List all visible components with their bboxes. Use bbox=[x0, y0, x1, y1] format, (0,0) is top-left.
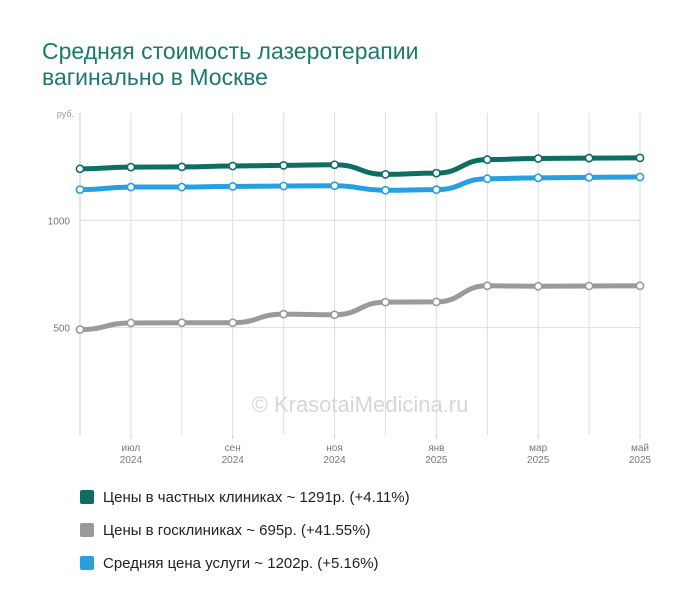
legend-label-private: Цены в частных клиниках ~ 1291р. (+4.11%… bbox=[103, 488, 410, 506]
x-tick-label-month: май bbox=[631, 443, 649, 454]
legend-swatch-average bbox=[80, 556, 94, 570]
legend: Цены в частных клиниках ~ 1291р. (+4.11%… bbox=[80, 486, 410, 585]
data-point bbox=[431, 185, 441, 195]
data-point bbox=[75, 185, 85, 195]
chart-title-line-2: вагинально в Москве bbox=[42, 64, 268, 90]
x-tick-label-year: 2025 bbox=[527, 455, 550, 466]
legend-item-average[interactable]: Средняя цена услуги ~ 1202р. (+5.16%) bbox=[80, 552, 410, 574]
data-point bbox=[330, 160, 339, 170]
legend-swatch-public bbox=[80, 523, 94, 537]
data-point bbox=[177, 318, 187, 328]
data-point bbox=[279, 160, 289, 170]
data-point bbox=[584, 172, 594, 182]
data-point bbox=[635, 153, 645, 163]
x-tick-label-month: июл bbox=[122, 443, 141, 454]
data-point bbox=[228, 182, 238, 191]
data-point bbox=[279, 309, 289, 319]
data-point bbox=[482, 281, 492, 291]
chart-title-line-1: Средняя стоимость лазеротерапии bbox=[42, 38, 419, 64]
x-tick-label-month: сен bbox=[225, 443, 241, 454]
data-point bbox=[126, 182, 136, 192]
legend-swatch-private bbox=[80, 490, 94, 504]
legend-label-public: Цены в госклиниках ~ 695р. (+41.55%) bbox=[103, 521, 371, 539]
data-point bbox=[431, 297, 441, 307]
series-line bbox=[77, 174, 643, 193]
data-point bbox=[126, 318, 136, 328]
data-point bbox=[381, 169, 390, 179]
x-tick-label-month: янв bbox=[428, 443, 444, 454]
data-point bbox=[177, 162, 187, 172]
data-point bbox=[482, 174, 492, 184]
legend-item-public[interactable]: Цены в госклиниках ~ 695р. (+41.55%) bbox=[80, 519, 410, 541]
data-point bbox=[279, 181, 289, 191]
x-tick-label-year: 2025 bbox=[425, 455, 448, 466]
x-tick-label-year: 2024 bbox=[222, 455, 245, 466]
data-point bbox=[75, 325, 85, 334]
data-point bbox=[381, 185, 390, 195]
y-axis-unit-label: руб. bbox=[57, 109, 74, 119]
x-tick-label-month: мар bbox=[529, 443, 547, 454]
data-point bbox=[533, 281, 543, 291]
x-tick-label-month: ноя bbox=[326, 443, 343, 454]
x-tick-label-year: 2024 bbox=[120, 455, 143, 466]
data-point bbox=[635, 281, 645, 291]
y-tick-label: 500 bbox=[53, 324, 70, 335]
data-point bbox=[177, 182, 187, 192]
x-tick-label-year: 2024 bbox=[323, 455, 346, 466]
data-point bbox=[584, 153, 594, 163]
data-point bbox=[431, 168, 441, 178]
data-point bbox=[228, 318, 238, 328]
chart-title: Средняя стоимость лазеротерапии вагиналь… bbox=[42, 38, 418, 90]
series-line bbox=[77, 283, 643, 333]
data-point bbox=[75, 164, 85, 174]
data-point bbox=[482, 155, 492, 164]
data-point bbox=[126, 162, 136, 172]
data-point bbox=[635, 172, 645, 182]
series-line bbox=[77, 155, 643, 177]
legend-label-average: Средняя цена услуги ~ 1202р. (+5.16%) bbox=[103, 554, 379, 572]
y-tick-label: 1000 bbox=[48, 216, 71, 227]
series-2 bbox=[75, 281, 645, 334]
data-point bbox=[533, 173, 543, 183]
line-chart: 5001000руб.июл2024сен2024ноя2024янв2025м… bbox=[48, 109, 652, 466]
data-point bbox=[228, 161, 238, 171]
x-tick-label-year: 2025 bbox=[629, 455, 652, 466]
data-point bbox=[330, 310, 339, 320]
legend-item-private[interactable]: Цены в частных клиниках ~ 1291р. (+4.11%… bbox=[80, 486, 410, 508]
watermark: © KrasotaiMedicina.ru bbox=[252, 392, 469, 417]
data-point bbox=[584, 281, 594, 291]
data-point bbox=[381, 297, 390, 307]
series-0 bbox=[75, 153, 645, 179]
series-1 bbox=[75, 172, 645, 195]
data-point bbox=[330, 181, 339, 191]
data-point bbox=[533, 154, 543, 163]
